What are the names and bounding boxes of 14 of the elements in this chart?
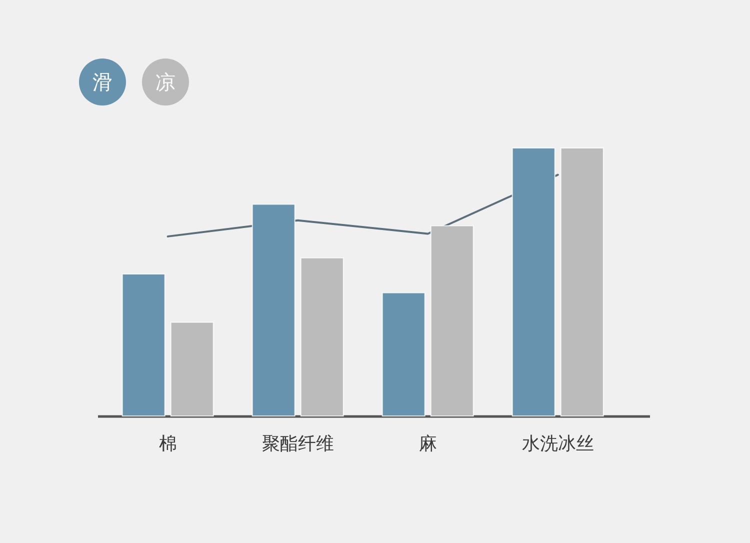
bar xyxy=(170,322,214,416)
bar xyxy=(560,148,604,416)
bar xyxy=(382,292,426,416)
bar xyxy=(300,257,344,416)
text: 滑 xyxy=(92,70,112,94)
x-tick-label: 麻 xyxy=(418,434,437,454)
x-tick-label: 聚酯纤维 xyxy=(262,434,334,454)
text: 凉 xyxy=(156,70,176,94)
x-tick-label: 棉 xyxy=(158,434,177,454)
bar xyxy=(512,148,556,416)
bar xyxy=(430,225,474,416)
bar xyxy=(252,204,296,416)
x-tick-label: 水洗冰丝 xyxy=(522,434,594,454)
bar xyxy=(122,273,166,416)
